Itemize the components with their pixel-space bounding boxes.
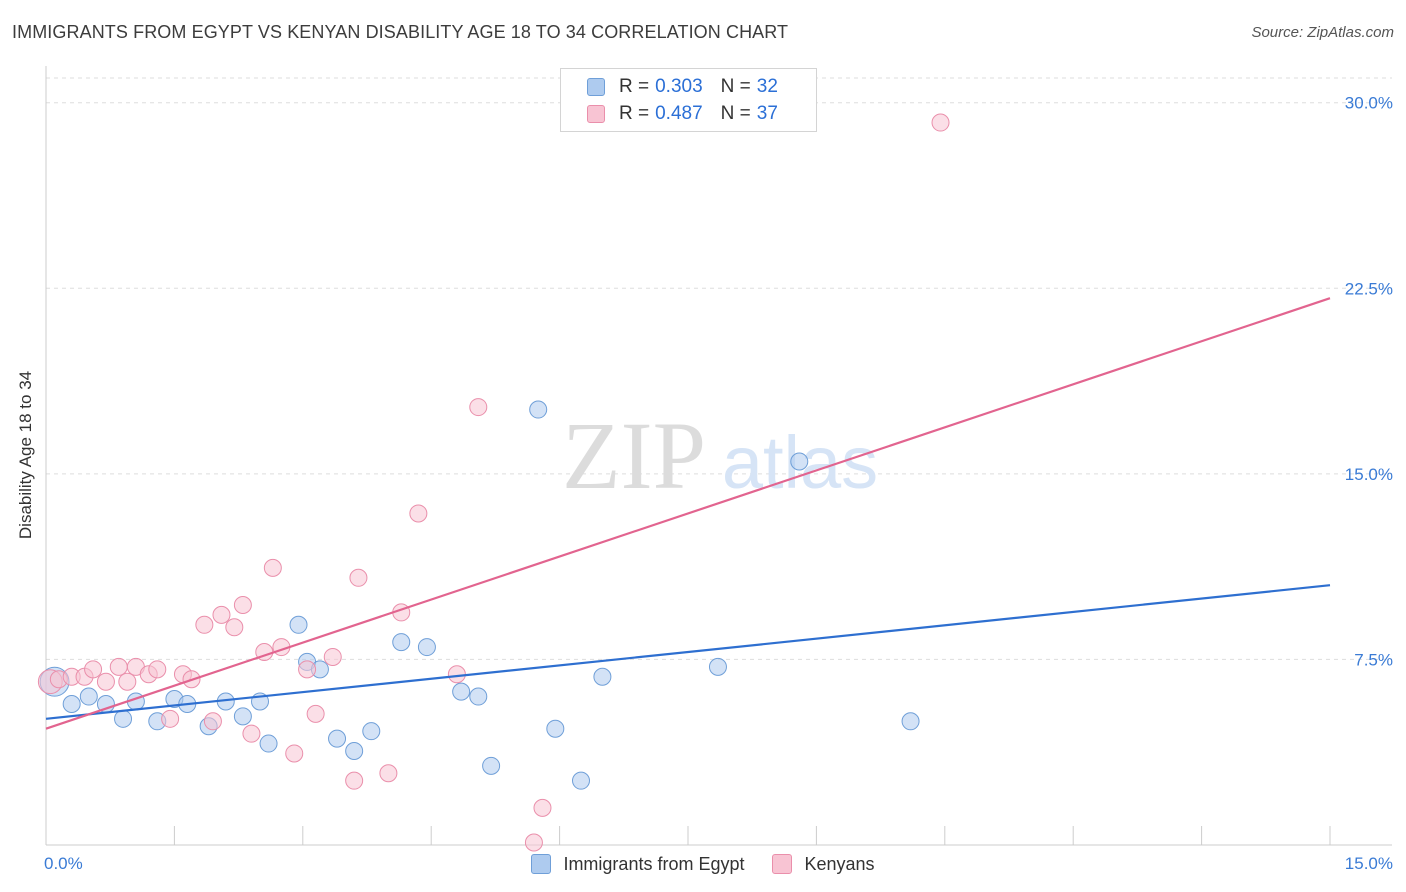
legend-item-kenya[interactable]: Kenyans (772, 853, 875, 875)
y-tick-label: 22.5% (1345, 279, 1393, 298)
scatter-point-kenya (148, 660, 167, 679)
scatter-point-egypt (392, 633, 411, 652)
scatter-point-kenya (203, 712, 222, 731)
watermark-zip: ZIP (562, 402, 706, 509)
scatter-point-egypt (233, 707, 252, 726)
legend-swatch-kenya (772, 854, 793, 874)
scatter-point-kenya (524, 833, 543, 852)
scatter-point-egypt (289, 615, 308, 634)
scatter-point-kenya (469, 398, 488, 417)
x-tick-label-max: 15.0% (1345, 854, 1393, 873)
series-legend: Immigrants from Egypt Kenyans (0, 851, 1406, 877)
scatter-point-kenya (225, 618, 244, 637)
y-tick-label: 7.5% (1354, 650, 1393, 669)
legend-swatch-kenya (587, 105, 605, 123)
watermark: ZIP atlas (562, 402, 878, 509)
scatter-point-egypt (452, 682, 471, 701)
scatter-point-kenya (447, 665, 466, 684)
legend-r-label: R = (619, 103, 650, 124)
scatter-point-kenya (161, 709, 180, 728)
scatter-point-kenya (233, 596, 252, 615)
scatter-point-kenya (323, 647, 342, 666)
legend-row-egypt: R = 0.303 N = 32 (587, 75, 778, 99)
scatter-point-kenya (349, 568, 368, 587)
scatter-point-egypt (708, 657, 727, 676)
legend-n-label: N = (720, 76, 751, 97)
legend-r-label: R = (619, 76, 650, 97)
scatter-point-egypt (259, 734, 278, 753)
scatter-point-kenya (409, 504, 428, 523)
source-credit: Source: ZipAtlas.com (1251, 24, 1394, 41)
legend-n-value-egypt: 32 (756, 76, 778, 97)
scatter-point-egypt (79, 687, 98, 706)
axes (45, 66, 1392, 846)
scatter-point-kenya (306, 704, 325, 723)
scatter-point-kenya (212, 605, 231, 624)
y-axis-label: Disability Age 18 to 34 (16, 370, 35, 540)
scatter-point-kenya (931, 113, 950, 132)
scatter-point-egypt (593, 667, 612, 686)
legend-item-egypt[interactable]: Immigrants from Egypt (531, 854, 744, 875)
scatter-point-kenya (533, 798, 552, 817)
scatter-point-kenya (109, 657, 128, 676)
scatter-point-egypt (529, 400, 548, 419)
scatter-point-egypt (62, 694, 81, 713)
legend-row-kenya: R = 0.487 N = 37 (587, 102, 778, 126)
legend-n-value-kenya: 37 (756, 103, 778, 124)
legend-n-label: N = (720, 103, 751, 124)
y-tick-label: 30.0% (1345, 94, 1393, 113)
trend-lines (45, 297, 1331, 730)
correlation-legend: R = 0.303 N = 32 R = 0.487 N = 37 (560, 68, 817, 132)
trend-line-egypt (45, 584, 1331, 720)
scatter-point-egypt (790, 452, 809, 471)
scatter-point-kenya (285, 744, 304, 763)
scatter-point-egypt (572, 771, 590, 790)
scatter-point-kenya (96, 672, 115, 691)
scatter-point-kenya (118, 672, 137, 691)
scatter-point-egypt (114, 709, 133, 728)
legend-label-egypt: Immigrants from Egypt (563, 853, 745, 874)
scatter-point-egypt (362, 722, 381, 741)
gridlines (46, 77, 1392, 660)
x-tick-label-min: 0.0% (44, 854, 83, 873)
legend-label-kenya: Kenyans (804, 853, 875, 874)
legend-swatch-egypt (531, 854, 552, 874)
tick-labels: 7.5% 15.0% 22.5% 30.0% 0.0% 15.0% (44, 94, 1393, 873)
legend-r-value-kenya: 0.487 (655, 103, 703, 124)
scatter-point-kenya (379, 764, 398, 783)
scatter-point-kenya (263, 558, 282, 577)
scatter-point-egypt (469, 687, 488, 706)
legend-r-value-egypt: 0.303 (655, 76, 703, 97)
scatter-point-kenya (242, 724, 261, 743)
chart-title: IMMIGRANTS FROM EGYPT VS KENYAN DISABILI… (12, 22, 789, 42)
y-tick-label: 15.0% (1345, 465, 1393, 484)
scatter-point-egypt (901, 712, 920, 731)
trend-line-kenya (45, 297, 1331, 730)
scatter-point-egypt (417, 638, 436, 657)
scatter-point-kenya (84, 660, 103, 679)
scatter-point-kenya (195, 615, 214, 634)
scatter-point-egypt (328, 729, 347, 748)
legend-swatch-egypt (587, 78, 605, 96)
scatter-point-egypt (345, 741, 364, 760)
scatter-point-egypt (546, 719, 565, 738)
scatter-point-kenya (345, 771, 364, 790)
scatter-point-egypt (482, 756, 501, 775)
scatter-points (37, 113, 950, 852)
scatter-point-kenya (298, 660, 317, 679)
